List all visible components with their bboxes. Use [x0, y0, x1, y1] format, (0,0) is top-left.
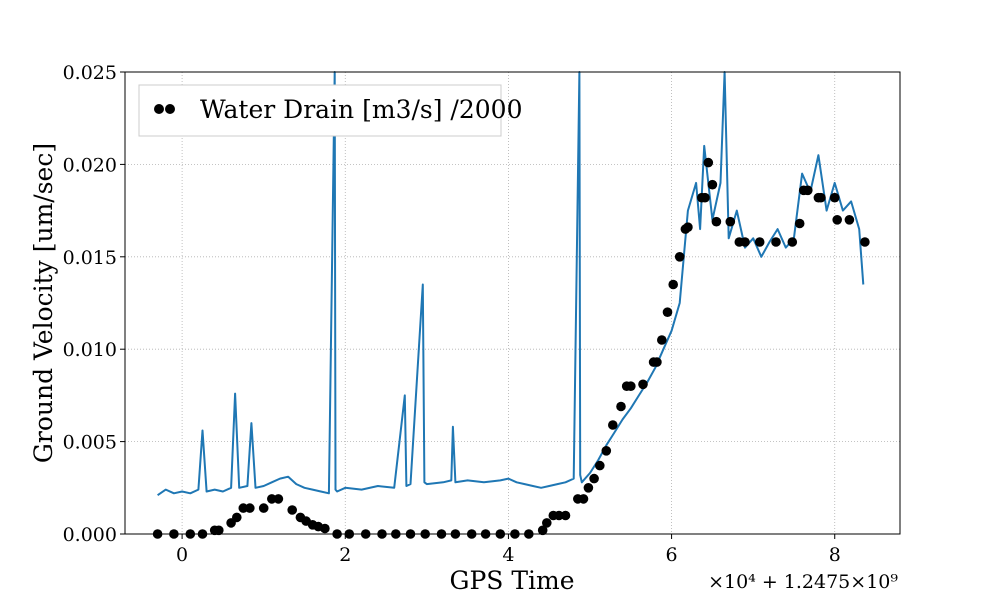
x-axis-label: GPS Time — [449, 566, 574, 595]
water-drain-point — [674, 251, 685, 262]
water-drain-point — [668, 279, 678, 290]
plot-frame — [124, 71, 901, 535]
x-axis-offset-label: ×10⁴ + 1.2475×10⁹ — [708, 571, 898, 593]
x-tick-label: 8 — [829, 544, 841, 566]
water-drain-point — [816, 192, 826, 203]
water-drain-point — [589, 473, 599, 484]
water-drain-point — [740, 237, 750, 247]
y-axis-ticks: 0.000 0.005 0.010 0.015 0.020 0.025 — [63, 62, 125, 546]
water-drain-point — [683, 222, 693, 232]
water-drain-point — [711, 216, 722, 227]
water-drain-point — [652, 357, 662, 367]
water-drain-point — [700, 192, 710, 203]
x-tick-label: 6 — [666, 544, 678, 566]
water-drain-point — [245, 503, 255, 513]
x-axis-ticks: 0 2 4 6 8 — [176, 534, 841, 566]
y-tick-label: 0.000 — [63, 524, 117, 546]
water-drain-point — [258, 503, 269, 513]
water-drain-point — [703, 157, 714, 168]
legend-marker — [154, 104, 164, 114]
water-drain-point — [725, 216, 736, 227]
water-drain-point — [560, 510, 571, 521]
water-drain-point — [232, 512, 242, 523]
water-drain-point — [803, 185, 813, 196]
water-drain-point — [844, 215, 855, 225]
water-drain-point — [542, 518, 552, 528]
water-drain-point — [578, 494, 589, 504]
ground-velocity-line — [157, 71, 865, 497]
water-drain-point — [214, 525, 224, 536]
water-drain-point — [829, 192, 840, 203]
legend-label: Water Drain [m3/s] /2000 — [200, 95, 522, 124]
water-drain-point — [832, 215, 842, 225]
x-tick-label: 4 — [502, 544, 514, 566]
water-drain-point — [320, 523, 330, 534]
water-drain-point — [608, 420, 618, 430]
y-tick-label: 0.025 — [63, 62, 117, 84]
water-drain-point — [657, 335, 667, 345]
y-tick-label: 0.015 — [63, 247, 117, 269]
y-axis-label: Ground Velocity [um/sec] — [29, 143, 58, 463]
water-drain-point — [583, 483, 594, 493]
water-drain-point — [601, 446, 612, 456]
water-drain-point — [794, 218, 805, 229]
y-tick-label: 0.005 — [63, 432, 117, 454]
water-drain-point — [273, 494, 284, 504]
water-drain-point — [287, 505, 298, 515]
water-drain-point — [771, 237, 781, 247]
line-series — [157, 71, 865, 497]
water-drain-point — [787, 237, 798, 247]
point-series — [152, 157, 870, 539]
x-tick-label: 0 — [176, 544, 188, 566]
water-drain-point — [707, 179, 718, 190]
water-drain-point — [860, 237, 870, 247]
legend: Water Drain [m3/s] /2000 — [138, 84, 522, 137]
legend-marker — [165, 104, 175, 114]
water-drain-point — [626, 381, 636, 392]
water-drain-point — [537, 525, 548, 536]
water-drain-point — [662, 307, 673, 318]
x-tick-label: 2 — [339, 544, 351, 566]
legend-box — [138, 84, 502, 137]
y-tick-label: 0.020 — [63, 154, 117, 176]
water-drain-point — [754, 237, 765, 247]
plot-area — [125, 72, 900, 534]
water-drain-point — [595, 460, 605, 471]
water-drain-point — [267, 494, 277, 504]
water-drain-point — [638, 379, 648, 390]
y-tick-label: 0.010 — [63, 339, 117, 361]
water-drain-point — [616, 401, 626, 412]
